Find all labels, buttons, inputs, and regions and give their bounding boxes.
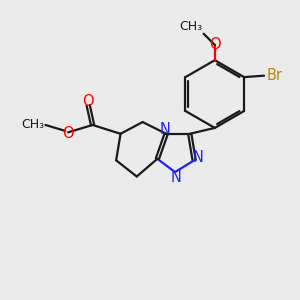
Text: N: N bbox=[193, 150, 204, 165]
Text: CH₃: CH₃ bbox=[21, 118, 44, 131]
Text: O: O bbox=[82, 94, 94, 109]
Text: CH₃: CH₃ bbox=[179, 20, 202, 33]
Text: O: O bbox=[209, 38, 220, 52]
Text: N: N bbox=[170, 170, 181, 185]
Text: N: N bbox=[160, 122, 171, 137]
Text: Br: Br bbox=[266, 68, 283, 83]
Text: O: O bbox=[62, 126, 74, 141]
